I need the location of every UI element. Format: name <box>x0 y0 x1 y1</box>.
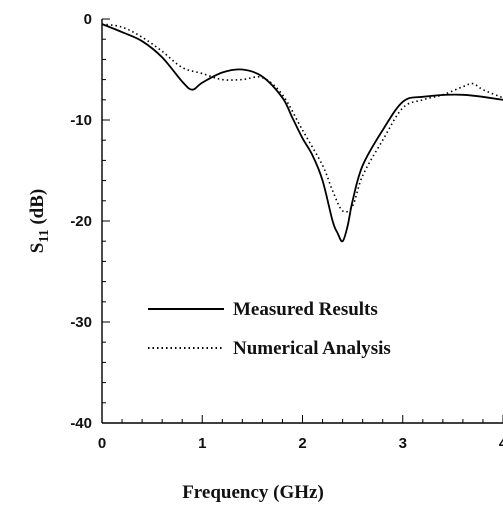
x-tick-label: 4 <box>499 435 503 452</box>
y-tick-label: -40 <box>70 415 92 432</box>
legend: Measured Results Numerical Analysis <box>148 299 391 359</box>
series-line-numerical <box>101 23 503 213</box>
x-tick-label: 3 <box>399 435 407 452</box>
series-group <box>101 23 503 243</box>
y-tick-label: -30 <box>70 314 92 331</box>
tick-labels: 0 1 2 3 4 0 -10 -20 -30 -40 <box>70 11 503 452</box>
legend-label-numerical: Numerical Analysis <box>233 338 391 359</box>
x-tick-label: 0 <box>98 435 106 452</box>
x-axis-title: Frequency (GHz) <box>182 482 324 503</box>
x-tick-label: 1 <box>198 435 206 452</box>
tick-marks <box>101 18 503 424</box>
y-axis-title-sub: 11 <box>37 229 52 242</box>
x-tick-label: 2 <box>298 435 306 452</box>
y-tick-label: 0 <box>84 11 92 28</box>
y-axis-title-main: S <box>27 243 48 254</box>
y-axis-title: S11 (dB) <box>27 189 52 253</box>
y-tick-label: -10 <box>70 112 92 129</box>
series-line-measured <box>101 23 503 243</box>
y-tick-label: -20 <box>70 213 92 230</box>
legend-label-measured: Measured Results <box>233 299 378 320</box>
y-axis-title-unit: (dB) <box>27 189 48 230</box>
